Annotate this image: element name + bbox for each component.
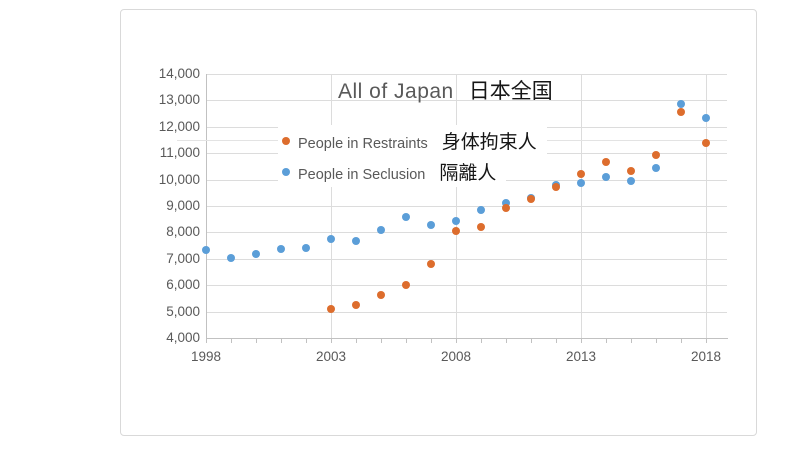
y-axis-label: 9,000 [166,198,200,213]
x-axis-tick [606,339,607,343]
data-point-seclusion [327,235,335,244]
x-axis-tick [406,339,407,343]
data-point-restraints [427,260,435,269]
x-axis-tick [431,339,432,343]
data-point-seclusion [252,249,260,258]
v-gridline [331,74,332,338]
v-gridline [581,74,582,338]
x-axis-label: 1998 [190,349,222,364]
x-axis-tick [506,339,507,343]
x-axis-label: 2018 [690,349,722,364]
data-point-seclusion [302,244,310,253]
x-axis-tick [631,339,632,343]
x-axis-tick [381,339,382,343]
data-point-seclusion [402,213,410,222]
chart-title: All of Japan 日本全国 [338,75,553,105]
data-point-seclusion [352,237,360,246]
y-axis-label: 13,000 [158,92,200,108]
data-point-restraints [452,226,460,235]
data-point-restraints [327,304,335,313]
y-axis-label: 7,000 [166,250,200,266]
h-gridline [206,74,727,75]
x-axis-tick [706,339,707,343]
data-point-seclusion [702,113,710,122]
h-gridline [206,206,727,207]
y-axis-label: 8,000 [166,224,200,240]
data-point-restraints [477,223,485,232]
x-axis-label: 2013 [565,349,597,364]
x-axis-tick [681,339,682,343]
data-point-restraints [402,280,410,289]
h-gridline [206,311,727,313]
x-axis-tick [281,339,282,343]
data-point-restraints [702,138,710,147]
data-point-restraints [602,157,610,166]
restraints-swatch-icon [282,136,290,145]
data-point-restraints [627,166,635,175]
x-axis-tick [531,339,532,343]
data-point-restraints [502,203,510,212]
data-point-seclusion [627,176,635,185]
data-point-seclusion [652,164,660,173]
data-point-seclusion [227,254,235,263]
x-axis-tick [356,339,357,343]
y-axis-label: 11,000 [159,145,200,161]
data-point-seclusion [577,178,585,187]
x-axis-tick [656,339,657,343]
h-gridline [206,258,727,260]
data-point-restraints [552,182,560,191]
data-point-seclusion [202,245,210,254]
data-point-seclusion [602,173,610,182]
data-point-restraints [377,291,385,300]
y-axis-label: 12,000 [158,118,200,134]
x-axis-tick [331,339,332,343]
y-axis-label: 14,000 [158,66,200,81]
y-axis-line [206,74,207,338]
data-point-restraints [577,169,585,178]
data-point-seclusion [377,225,385,234]
x-axis-tick [306,339,307,343]
legend-item-restraints: People in Restraints 身体拘束人 [278,125,547,156]
data-point-seclusion [452,216,460,225]
data-point-seclusion [277,245,285,254]
x-axis-tick [556,339,557,343]
data-point-seclusion [477,206,485,215]
x-axis-tick [456,339,457,343]
x-axis-tick [481,339,482,343]
data-point-restraints [352,301,360,310]
legend-seclusion-label-ja: 隔離人 [439,163,497,184]
x-axis-tick [231,339,232,343]
h-gridline [206,285,727,287]
h-gridline [206,232,727,234]
data-point-seclusion [502,198,510,207]
y-axis-label: 4,000 [166,330,200,345]
legend-seclusion-label-en: People in Seclusion [298,167,426,183]
chart-title-ja: 日本全国 [468,80,553,103]
v-gridline [706,74,707,338]
v-gridline [456,74,457,338]
chart-frame [120,9,757,436]
y-axis-label: 5,000 [166,303,200,319]
legend-restraints-label-ja: 身体拘束人 [441,132,537,153]
chart-title-en: All of Japan [338,80,454,103]
data-point-seclusion [427,221,435,230]
data-point-restraints [652,150,660,159]
x-axis-line [206,338,728,339]
y-axis-label: 6,000 [166,277,200,293]
x-axis-tick [206,339,207,343]
legend-restraints-label-en: People in Restraints [298,136,428,152]
data-point-seclusion [677,100,685,109]
data-point-restraints [527,195,535,204]
seclusion-swatch-icon [282,167,290,176]
legend-item-seclusion: People in Seclusion 隔離人 [278,156,507,187]
data-point-restraints [677,108,685,117]
x-axis-label: 2008 [440,349,472,364]
x-axis-tick [581,339,582,343]
x-axis-label: 2003 [315,349,347,364]
x-axis-tick [256,339,257,343]
y-axis-label: 10,000 [158,171,200,187]
h-gridline [206,100,727,102]
